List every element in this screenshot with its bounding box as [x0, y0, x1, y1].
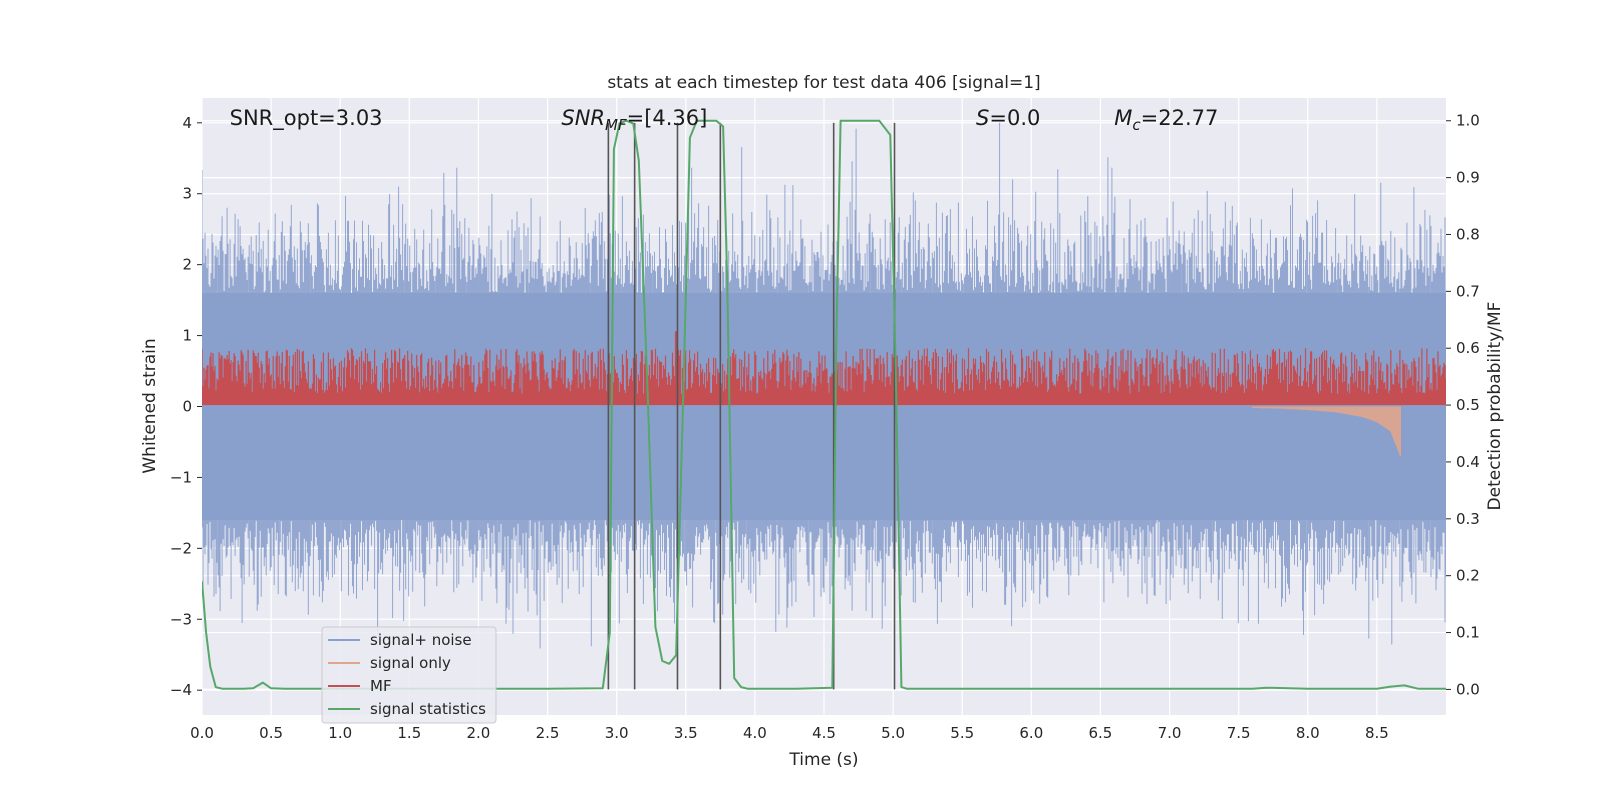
annotation-snr-mf-rest: =[4.36] — [627, 106, 708, 130]
left-y-tick-label: 1 — [182, 327, 192, 345]
x-tick-label: 2.0 — [467, 724, 491, 742]
annotation-snr-mf-sub: MF — [605, 116, 627, 134]
right-y-tick-label: 0.1 — [1456, 624, 1480, 642]
x-tick-label: 5.5 — [950, 724, 974, 742]
x-tick-label: 5.0 — [881, 724, 905, 742]
legend-label-signal-statistics: signal statistics — [370, 700, 486, 718]
x-tick-label: 7.0 — [1158, 724, 1182, 742]
chart-title: stats at each timestep for test data 406… — [607, 73, 1040, 93]
right-y-tick-label: 0.7 — [1456, 282, 1480, 300]
left-y-tick-label: 0 — [182, 398, 192, 416]
x-tick-label: 6.0 — [1019, 724, 1043, 742]
right-y-tick-label: 0.2 — [1456, 567, 1480, 585]
legend-label-signal-only: signal only — [370, 654, 451, 672]
series-signal-only — [1251, 406, 1401, 457]
annotation-snr-mf: SNRMF=[4.36] — [561, 106, 707, 134]
x-axis-title: Time (s) — [788, 750, 858, 770]
right-y-tick-label: 0.6 — [1456, 339, 1480, 357]
left-y-tick-label: 4 — [182, 114, 192, 132]
signal-only-chirp — [1251, 406, 1401, 457]
x-tick-label: 3.5 — [674, 724, 698, 742]
right-y-tick-label: 0.3 — [1456, 510, 1480, 528]
right-y-tick-label: 0.5 — [1456, 396, 1480, 414]
x-tick-label: 6.5 — [1089, 724, 1113, 742]
x-tick-label: 0.0 — [190, 724, 214, 742]
x-tick-label: 0.5 — [259, 724, 283, 742]
annotations: SNR_opt=3.03 SNRMF=[4.36] S=0.0 Mc=22.77 — [230, 106, 1219, 134]
left-y-tick-label: −3 — [170, 610, 192, 628]
annotation-s-main: S — [976, 106, 989, 130]
annotation-snr-opt: SNR_opt=3.03 — [230, 106, 383, 131]
annotation-s-rest: =0.0 — [989, 106, 1040, 130]
left-y-tick-label: 3 — [182, 185, 192, 203]
annotation-mc-rest: =22.77 — [1141, 106, 1219, 130]
right-y-tick-label: 1.0 — [1456, 112, 1480, 130]
legend-box — [321, 626, 497, 724]
series-mf — [202, 331, 1446, 406]
x-tick-label: 4.0 — [743, 724, 767, 742]
left-y-axis-title: Whitened strain — [140, 338, 160, 473]
right-y-tick-labels: 0.0 0.1 0.2 0.3 0.4 0.5 0.6 0.7 0.8 0.9 1.0 — [1456, 112, 1480, 699]
legend: signal+ noise signal only MF signal stat… — [321, 626, 497, 724]
left-y-tick-label: −2 — [170, 539, 192, 557]
x-tick-label: 2.5 — [536, 724, 560, 742]
x-tick-label: 8.5 — [1365, 724, 1389, 742]
right-y-axis-title: Detection probability/MF — [1485, 302, 1505, 511]
right-y-tick-label: 0.4 — [1456, 453, 1480, 471]
x-tick-label: 1.0 — [328, 724, 352, 742]
right-y-tick-label: 0.0 — [1456, 680, 1480, 698]
x-tick-label: 1.5 — [397, 724, 421, 742]
legend-label-mf: MF — [370, 677, 392, 695]
x-tick-label: 8.0 — [1296, 724, 1320, 742]
right-y-tick-label: 0.9 — [1456, 169, 1480, 187]
x-tick-labels: 0.0 0.5 1.0 1.5 2.0 2.5 3.0 3.5 4.0 4.5 5.0 5.5 6.0 6… — [190, 724, 1389, 742]
legend-label-signal-noise: signal+ noise — [370, 631, 472, 649]
x-tick-label: 3.0 — [605, 724, 629, 742]
left-y-tick-label: −4 — [170, 681, 192, 699]
annotation-s-value: S=0.0 — [976, 106, 1040, 130]
annotation-mc-sub: c — [1132, 116, 1141, 134]
mf-band — [202, 331, 1446, 406]
left-y-tick-labels: −4 −3 −2 −1 0 1 2 3 4 — [170, 114, 192, 699]
annotation-snr-mf-main: SNR — [561, 106, 605, 130]
x-tick-label: 4.5 — [812, 724, 836, 742]
annotation-mc-main: M — [1114, 106, 1132, 130]
left-y-tick-label: 2 — [182, 256, 192, 274]
right-y-tick-label: 0.8 — [1456, 225, 1480, 243]
left-y-tick-label: −1 — [170, 468, 192, 486]
annotation-mc-value: Mc=22.77 — [1114, 106, 1218, 134]
x-tick-label: 7.5 — [1227, 724, 1251, 742]
